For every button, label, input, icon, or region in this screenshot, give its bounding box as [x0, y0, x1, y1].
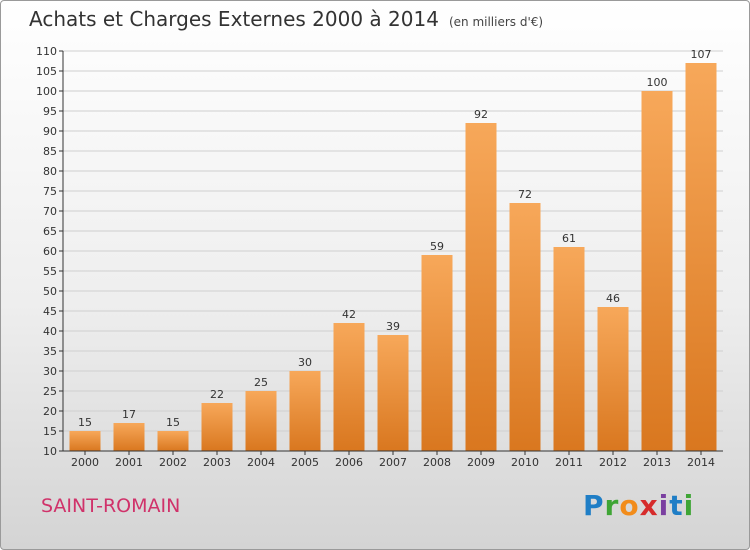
- x-tick-label: 2003: [203, 456, 231, 469]
- y-tick-label: 105: [36, 65, 57, 78]
- bar-2011: [553, 247, 585, 451]
- bar-2000: [69, 431, 101, 451]
- bar-value-label: 15: [78, 416, 92, 429]
- y-tick-label: 85: [43, 145, 57, 158]
- bars: [69, 63, 717, 451]
- x-tick-label: 2013: [643, 456, 671, 469]
- x-tick-label: 2008: [423, 456, 451, 469]
- bar-2002: [157, 431, 189, 451]
- x-tick-label: 2011: [555, 456, 583, 469]
- y-tick-label: 35: [43, 345, 57, 358]
- chart-unit: (en milliers d'€): [448, 15, 544, 29]
- bar-value-label: 15: [166, 416, 180, 429]
- y-tick-label: 80: [43, 165, 57, 178]
- bar-value-label: 59: [430, 240, 444, 253]
- logo-letter: t: [669, 489, 684, 522]
- y-tick-label: 30: [43, 365, 57, 378]
- x-tick-label: 2010: [511, 456, 539, 469]
- y-tick-label: 45: [43, 305, 57, 318]
- logo-letter: i: [683, 489, 695, 522]
- chart-title-text: Achats et Charges Externes 2000 à 2014: [29, 7, 439, 31]
- bar-value-label: 92: [474, 108, 488, 121]
- y-tick-label: 90: [43, 125, 57, 138]
- logo-letter: o: [619, 489, 640, 522]
- bar-value-label: 17: [122, 408, 136, 421]
- x-tick-label: 2014: [687, 456, 715, 469]
- bar-value-label: 107: [691, 48, 712, 61]
- bar-value-label: 39: [386, 320, 400, 333]
- bar-value-label: 46: [606, 292, 620, 305]
- y-tick-label: 70: [43, 205, 57, 218]
- y-tick-label: 50: [43, 285, 57, 298]
- bar-2009: [465, 123, 497, 451]
- axes: [62, 51, 723, 452]
- y-tick-label: 100: [36, 85, 57, 98]
- y-tick-label: 95: [43, 105, 57, 118]
- bar-2013: [641, 91, 673, 451]
- x-tick-label: 2005: [291, 456, 319, 469]
- bar-value-label: 22: [210, 388, 224, 401]
- bar-2014: [685, 63, 717, 451]
- y-axis-ticks: 10 15 20 25 30 35 40 45 50 55 60 65 70 75 80 85 90 95 100 1…: [36, 45, 63, 458]
- y-tick-label: 55: [43, 265, 57, 278]
- bar-value-label: 30: [298, 356, 312, 369]
- bar-value-labels: 15 17 15 22 25 30 42 39 59 92 72 61 46 100 107: [78, 48, 712, 429]
- x-tick-label: 2002: [159, 456, 187, 469]
- x-tick-label: 2012: [599, 456, 627, 469]
- y-tick-label: 60: [43, 245, 57, 258]
- x-tick-label: 2007: [379, 456, 407, 469]
- commune-name: SAINT-ROMAIN: [41, 495, 181, 517]
- bar-2005: [289, 371, 321, 451]
- y-tick-label: 20: [43, 405, 57, 418]
- x-tick-label: 2009: [467, 456, 495, 469]
- x-tick-label: 2000: [71, 456, 99, 469]
- y-tick-label: 75: [43, 185, 57, 198]
- y-tick-label: 25: [43, 385, 57, 398]
- bar-2008: [421, 255, 453, 451]
- bar-2007: [377, 335, 409, 451]
- bar-value-label: 42: [342, 308, 356, 321]
- bar-value-label: 25: [254, 376, 268, 389]
- y-tick-label: 110: [36, 45, 57, 58]
- bar-2006: [333, 323, 365, 451]
- proxiti-logo: Proxiti: [583, 489, 694, 522]
- bar-value-label: 72: [518, 188, 532, 201]
- x-tick-label: 2006: [335, 456, 363, 469]
- logo-letter: i: [658, 489, 670, 522]
- x-tick-label: 2001: [115, 456, 143, 469]
- bar-value-label: 61: [562, 232, 576, 245]
- y-tick-label: 40: [43, 325, 57, 338]
- y-tick-label: 10: [43, 445, 57, 458]
- chart-title: Achats et Charges Externes 2000 à 2014 (e…: [29, 7, 543, 31]
- y-tick-label: 15: [43, 425, 57, 438]
- x-tick-label: 2004: [247, 456, 275, 469]
- bar-2010: [509, 203, 541, 451]
- bar-value-label: 100: [647, 76, 668, 89]
- logo-letter: P: [583, 489, 605, 522]
- logo-letter: r: [604, 489, 620, 522]
- bar-2001: [113, 423, 145, 451]
- x-axis-ticks: 2000 2001 2002 2003 2004 2005 2006 2007 2008 2009…: [71, 451, 715, 469]
- y-tick-label: 65: [43, 225, 57, 238]
- bar-2004: [245, 391, 277, 451]
- logo-letter: x: [639, 489, 659, 522]
- bar-2003: [201, 403, 233, 451]
- bar-2012: [597, 307, 629, 451]
